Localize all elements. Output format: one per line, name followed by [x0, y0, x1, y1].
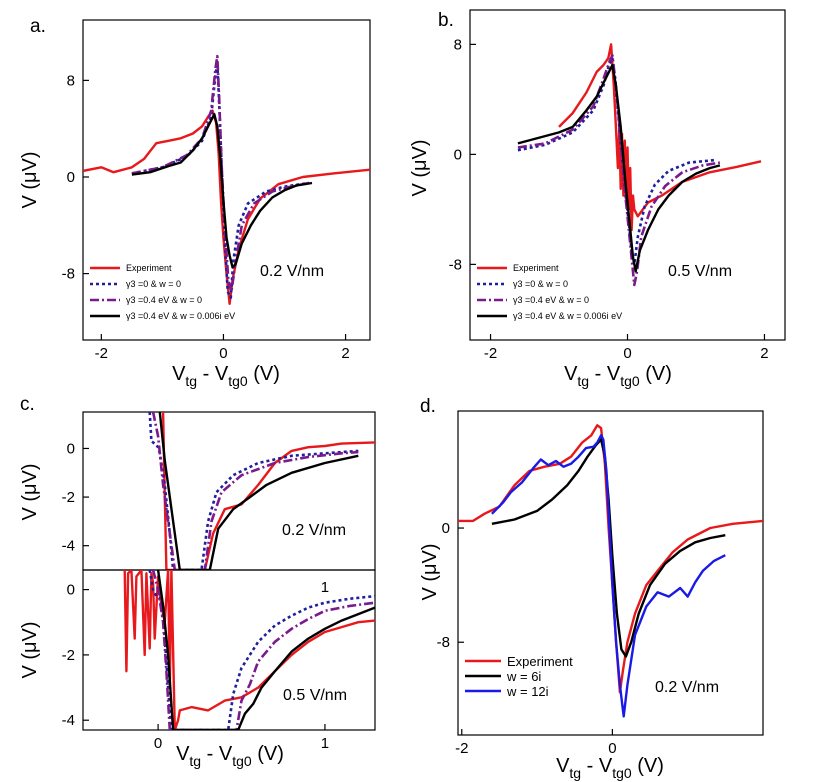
field-annotation: 0.2 V/nm [282, 522, 346, 539]
legend-entry: w = 12i [506, 684, 549, 699]
series-line-blue [517, 56, 717, 266]
field-annotation: 0.5 V/nm [668, 263, 732, 280]
series-line-red [161, 412, 375, 570]
y-tick-label: -8 [437, 634, 450, 651]
y-tick-label: 0 [67, 440, 75, 457]
field-annotation: 0.2 V/nm [260, 263, 324, 280]
y-tick-label: -4 [62, 538, 75, 555]
y-axis-label: V (μV) [19, 151, 41, 208]
legend-entry: γ3 =0.4 eV & w = 0.006i eV [513, 311, 622, 321]
y-tick-label: 0 [67, 169, 75, 186]
series-line-blue [148, 570, 375, 730]
legend-entry: γ3 =0 & w = 0 [126, 279, 181, 289]
panel-label-c: c. [20, 394, 35, 415]
y-tick-label: 0 [454, 146, 462, 163]
y-tick-label: -2 [62, 647, 75, 664]
series-line-black [517, 63, 721, 273]
y-axis-label: V (μV) [19, 621, 41, 678]
y-axis-label: V (μV) [19, 463, 41, 520]
series-line-black [156, 570, 375, 730]
series-line-black [131, 113, 313, 269]
x-tick-label: 0 [154, 735, 162, 752]
x-tick-label: 0 [608, 740, 616, 757]
panel-label-b: b. [438, 10, 454, 31]
panel-label-d: d. [420, 396, 436, 417]
legend-entry: Experiment [507, 654, 573, 669]
x-tick-label: 0 [623, 345, 631, 362]
series-line-black [491, 438, 726, 658]
series-line-blue12 [491, 434, 726, 718]
x-tick-label: 2 [760, 345, 768, 362]
x-tick-label: 0 [219, 345, 227, 362]
panel-c-bottom-chart: -4 -2 0 0 1 1 0.5 V/nm [62, 569, 376, 752]
plot-frame [82, 411, 376, 571]
plot-frame [82, 19, 371, 341]
legend-entry: γ3 =0.4 eV & w = 0 [126, 295, 202, 305]
y-tick-label: -4 [62, 712, 75, 729]
x-axis-label: Vtg - Vtg0 (V) [172, 363, 280, 389]
field-annotation: 0.2 V/nm [655, 679, 719, 696]
series-line-purple [151, 412, 359, 570]
legend-entry: Experiment [513, 263, 559, 273]
series-line-red [558, 43, 762, 232]
legend-entry: γ3 =0.4 eV & w = 0 [513, 295, 589, 305]
y-tick-label: -2 [62, 489, 75, 506]
y-tick-label: 0 [442, 520, 450, 537]
series-line-blue [148, 412, 359, 570]
y-axis-label: V (μV) [409, 139, 431, 196]
x-axis-label: Vtg - Vtg0 (V) [176, 743, 284, 769]
field-annotation: 0.5 V/nm [283, 687, 347, 704]
legend-entry: w = 6i [506, 669, 541, 684]
top-tick-label: 1 [321, 579, 329, 596]
y-tick-label: 0 [67, 582, 75, 599]
x-tick-label: 2 [341, 345, 349, 362]
series-line-purple [151, 570, 375, 730]
x-tick-label: -2 [484, 345, 497, 362]
plot-frame [457, 410, 764, 736]
y-axis-label: V (μV) [419, 543, 441, 600]
legend-entry: Experiment [126, 263, 172, 273]
legend-entry: γ3 =0.4 eV & w = 0.006i eV [126, 311, 235, 321]
y-tick-label: -8 [449, 256, 462, 273]
y-tick-label: -8 [62, 266, 75, 283]
legend: Experiment γ3 =0 & w = 0 γ3 =0.4 eV & w = … [477, 263, 622, 321]
panel-b-chart: -8 0 8 -2 0 2 0.5 V/nm Experiment γ3 =0 & w = 0 γ… [449, 9, 786, 362]
series-line-black [158, 412, 359, 570]
y-tick-label: 8 [67, 72, 75, 89]
x-tick-label: 1 [321, 735, 329, 752]
legend-entry: γ3 =0 & w = 0 [513, 279, 568, 289]
x-axis-label: Vtg - Vtg0 (V) [564, 363, 672, 389]
series-line-purple [131, 54, 310, 293]
panel-c-top-chart: -4 -2 0 0.2 V/nm [62, 411, 376, 571]
panel-label-a: a. [30, 16, 46, 37]
x-axis-label: Vtg - Vtg0 (V) [556, 755, 664, 781]
legend: Experiment γ3 =0 & w = 0 γ3 =0.4 eV & w = … [90, 263, 235, 321]
panel-a-chart: -8 0 8 -2 0 2 0.2 V/nm Experiment γ3 =0 & w = 0 γ… [62, 19, 371, 362]
y-tick-label: 8 [454, 36, 462, 53]
series-line-purple [517, 54, 721, 287]
x-tick-label: -2 [455, 740, 468, 757]
x-tick-label: -2 [95, 345, 108, 362]
